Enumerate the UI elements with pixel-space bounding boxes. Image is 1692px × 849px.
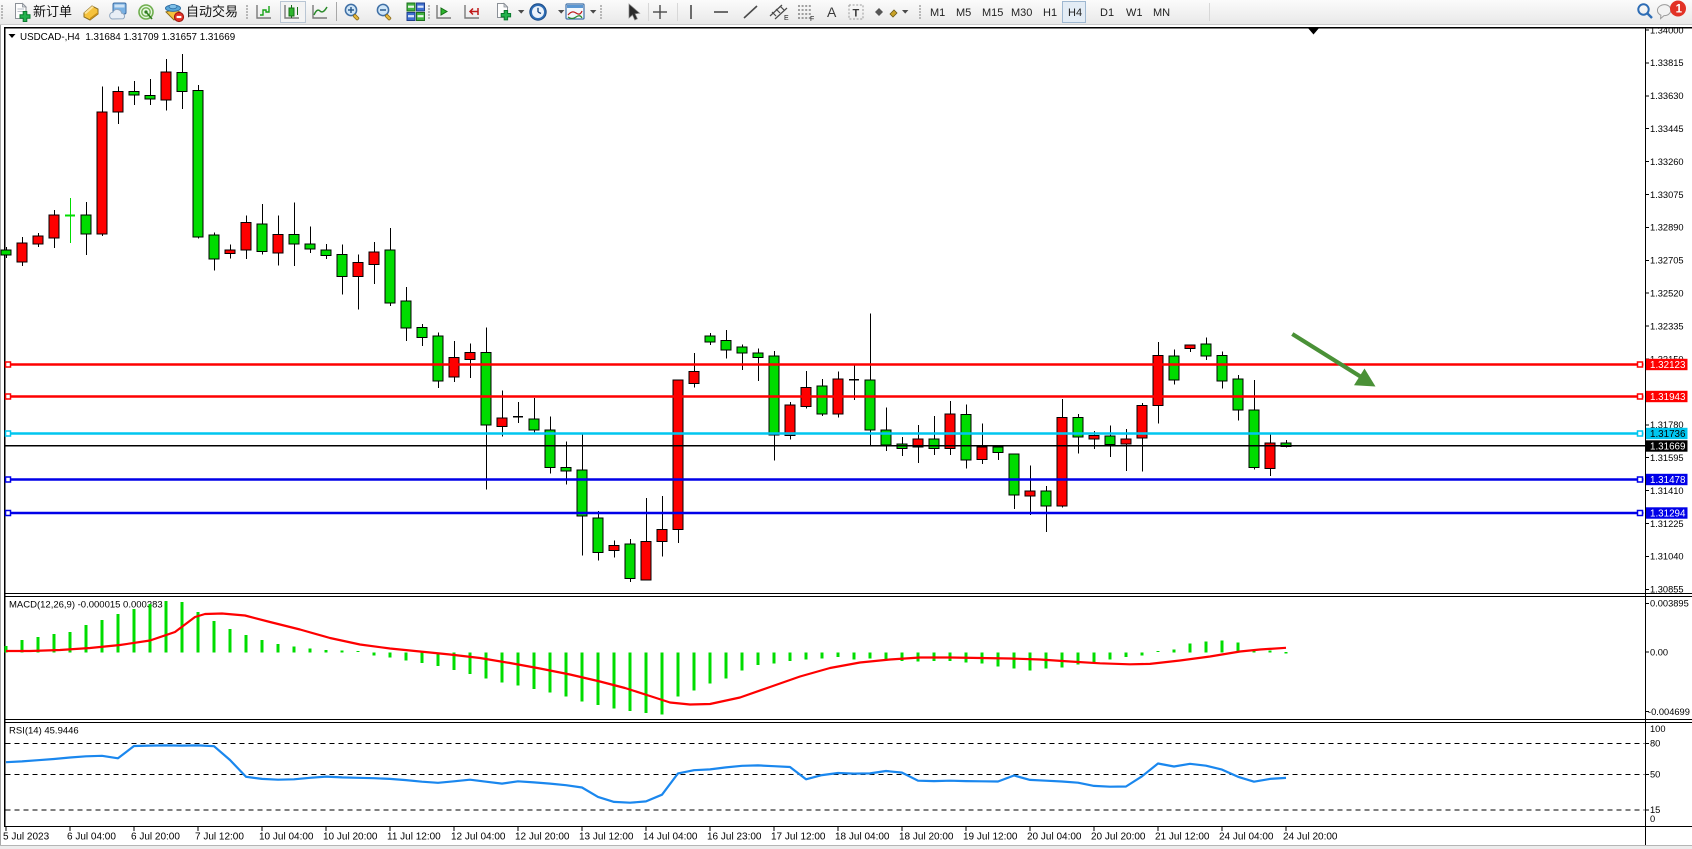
svg-text:M5: M5 [956,7,971,19]
svg-text:20 Jul 04:00: 20 Jul 04:00 [1027,832,1082,843]
svg-text:1.33445: 1.33445 [1650,124,1684,134]
svg-text:19 Jul 12:00: 19 Jul 12:00 [963,832,1018,843]
svg-text:16 Jul 23:00: 16 Jul 23:00 [707,832,762,843]
svg-text:6 Jul 04:00: 6 Jul 04:00 [67,832,116,843]
svg-text:14 Jul 04:00: 14 Jul 04:00 [643,832,698,843]
svg-text:W1: W1 [1126,7,1143,19]
svg-text:T: T [853,8,860,20]
svg-text:20 Jul 20:00: 20 Jul 20:00 [1091,832,1146,843]
svg-text:1.31225: 1.31225 [1650,519,1684,529]
svg-text:50: 50 [1650,770,1660,780]
svg-text:18 Jul 20:00: 18 Jul 20:00 [899,832,954,843]
svg-text:11 Jul 12:00: 11 Jul 12:00 [387,832,441,843]
svg-text:1.31410: 1.31410 [1650,486,1684,496]
svg-text:1.33075: 1.33075 [1650,190,1684,200]
svg-text:MN: MN [1153,7,1170,19]
svg-text:A: A [827,4,837,20]
svg-text:13 Jul 12:00: 13 Jul 12:00 [579,832,634,843]
svg-text:0.003895: 0.003895 [1650,599,1689,609]
svg-text:H1: H1 [1043,7,1057,19]
svg-text:80: 80 [1650,739,1660,749]
svg-text:12 Jul 20:00: 12 Jul 20:00 [515,832,570,843]
svg-text:1.31595: 1.31595 [1650,453,1684,463]
svg-text:1.33630: 1.33630 [1650,91,1684,101]
svg-text:24 Jul 04:00: 24 Jul 04:00 [1219,832,1274,843]
svg-text:5 Jul 2023: 5 Jul 2023 [3,832,50,843]
svg-text:15: 15 [1650,805,1660,815]
svg-text:1.32705: 1.32705 [1650,256,1684,266]
svg-text:7 Jul 12:00: 7 Jul 12:00 [195,832,244,843]
svg-text:D1: D1 [1100,7,1114,19]
svg-text:-0.004699: -0.004699 [1648,707,1690,717]
svg-text:1.34000: 1.34000 [1650,25,1684,35]
svg-text:MACD(12,26,9) -0.000015 0.0003: MACD(12,26,9) -0.000015 0.000383 [9,600,163,611]
svg-text:M30: M30 [1011,7,1032,19]
svg-text:自动交易: 自动交易 [186,4,238,19]
svg-text:21 Jul 12:00: 21 Jul 12:00 [1155,832,1210,843]
svg-text:1.32335: 1.32335 [1650,321,1684,331]
svg-text:E: E [784,15,789,22]
svg-text:1.31478: 1.31478 [1650,475,1686,486]
svg-text:1.31040: 1.31040 [1650,552,1684,562]
svg-text:1.32890: 1.32890 [1650,223,1684,233]
svg-text:1.32123: 1.32123 [1650,360,1686,371]
svg-text:1.31736: 1.31736 [1650,429,1686,440]
svg-text:F: F [810,16,814,23]
svg-text:24 Jul 20:00: 24 Jul 20:00 [1283,832,1338,843]
svg-text:10 Jul 04:00: 10 Jul 04:00 [259,832,314,843]
svg-text:6 Jul 20:00: 6 Jul 20:00 [131,832,180,843]
svg-text:17 Jul 12:00: 17 Jul 12:00 [771,832,826,843]
svg-text:1.31943: 1.31943 [1650,392,1686,403]
svg-text:1.33260: 1.33260 [1650,157,1684,167]
svg-text:100: 100 [1650,724,1666,734]
svg-text:1: 1 [1676,4,1683,16]
svg-text:1.31669: 1.31669 [1650,441,1685,452]
svg-text:10 Jul 20:00: 10 Jul 20:00 [323,832,378,843]
svg-text:18 Jul 04:00: 18 Jul 04:00 [835,832,890,843]
svg-text:1.32520: 1.32520 [1650,289,1684,299]
svg-text:M15: M15 [982,7,1003,19]
svg-text:M1: M1 [930,7,945,19]
svg-text:1.30855: 1.30855 [1650,585,1684,595]
svg-text:1.33815: 1.33815 [1650,58,1684,68]
svg-text:USDCAD-,H4 1.31684 1.31709 1.: USDCAD-,H4 1.31684 1.31709 1.31657 1.316… [20,32,235,43]
svg-text:RSI(14) 45.9446: RSI(14) 45.9446 [9,726,79,737]
svg-text:新订单: 新订单 [33,4,72,19]
svg-text:12 Jul 04:00: 12 Jul 04:00 [451,832,506,843]
svg-text:0: 0 [1650,814,1655,824]
svg-text:0.00: 0.00 [1650,647,1668,657]
svg-text:H4: H4 [1068,7,1082,19]
svg-text:1.31294: 1.31294 [1650,508,1686,519]
svg-text:1.31780: 1.31780 [1650,420,1684,430]
